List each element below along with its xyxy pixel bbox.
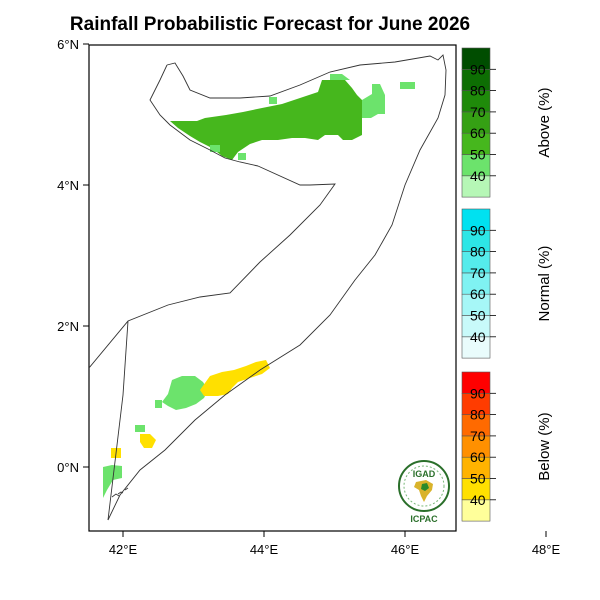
axis-ticks: 42°E44°E46°E48°E50°E0°N2°N4°N6°N8°N10°N [57,37,561,557]
colorbar-cell [461,371,491,394]
x-tick-label: 42°E [109,542,138,557]
y-tick-label: 6°N [57,37,79,52]
colorbar-level-label: 90 [470,61,486,77]
map-frame [88,44,457,532]
igad-icpac-logo: IGAD ICPAC [398,460,450,524]
colorbar-level-label: 40 [470,329,486,345]
colorbar-level-label: 80 [470,407,486,423]
colorbar-title: Normal (%) [536,246,553,322]
colorbar-above: 40 50 60 70 80 90 Above (%) [461,47,553,198]
kenya-border [107,320,129,521]
y-tick-label: 4°N [57,178,79,193]
colorbar-level-label: 60 [470,286,486,302]
colorbar-title: Below (%) [536,412,553,480]
above-normal-south-region [103,376,208,498]
colorbar-level-label: 90 [470,385,486,401]
colorbar-level-label: 90 [470,222,486,238]
x-tick-label: 44°E [250,542,279,557]
x-tick-label: 48°E [532,542,561,557]
colorbar-level-label: 50 [470,147,486,163]
colorbar-level-label: 40 [470,168,486,184]
colorbar-normal: 40 50 60 70 80 90 Normal (%) [461,208,553,359]
colorbar-level-label: 60 [470,125,486,141]
colorbar-title: Above (%) [536,88,553,158]
logo-bottom-text: ICPAC [410,514,438,524]
colorbar-cell [461,208,491,231]
colorbar-level-label: 40 [470,492,486,508]
colorbar-below: 40 50 60 70 80 90 Below (%) [461,371,553,522]
above-normal-north-region [170,74,415,160]
somalia-coastline [107,54,447,521]
colorbar-level-label: 80 [470,244,486,260]
colorbar-level-label: 70 [470,265,486,281]
colorbar-level-label: 50 [470,471,486,487]
africa-icon [414,480,433,502]
colorbar-level-label: 70 [470,428,486,444]
colorbar-cell [461,47,491,70]
map-title: Rainfall Probabilistic Forecast for June… [69,14,471,35]
colorbar-level-label: 80 [470,83,486,99]
ethiopia-border [89,165,336,369]
colorbar-level-label: 50 [470,308,486,324]
logo-top-text: IGAD [413,469,436,479]
x-tick-label: 46°E [391,542,420,557]
country-boundaries [89,54,447,521]
y-tick-label: 0°N [57,460,79,475]
y-tick-label: 2°N [57,319,79,334]
colorbars: 40 50 60 70 80 90 Above (%) 40 50 60 70 80 90 Normal … [461,47,553,522]
colorbar-level-label: 60 [470,449,486,465]
logo-leaf-icon [421,483,429,491]
coastal-islands [111,487,129,498]
colorbar-level-label: 70 [470,104,486,120]
gulf-coast [149,64,259,167]
